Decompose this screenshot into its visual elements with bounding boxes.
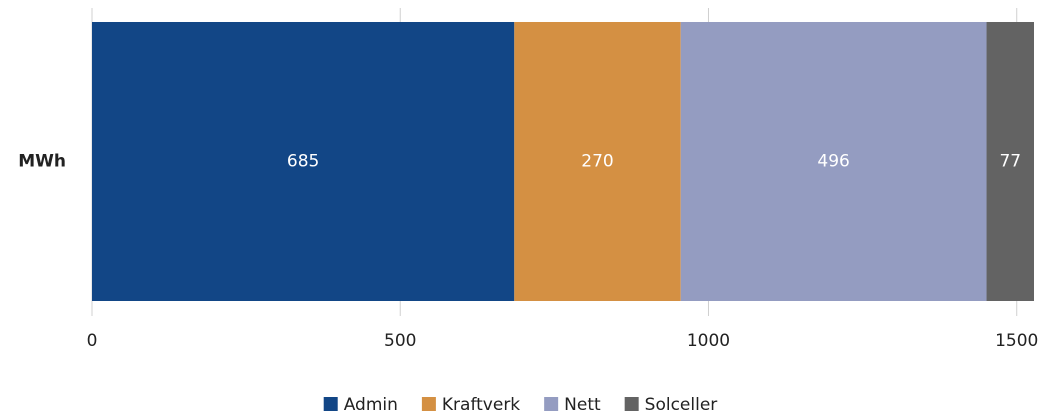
x-tick-label: 1000 [687,331,730,351]
bar-segment [514,22,681,301]
legend-swatch [624,397,639,411]
legend-label: Admin [344,395,398,415]
y-tick-label: MWh [18,152,66,172]
bar-segment [92,22,515,301]
legend-label: Nett [564,395,601,415]
bar-segment [680,22,987,301]
legend-swatch [544,397,559,411]
x-tick-label: 1500 [995,331,1038,351]
data-label: 496 [817,152,849,172]
legend-label: Solceller [645,395,718,415]
data-label: 685 [287,152,319,172]
data-label: 77 [999,152,1021,172]
legend-swatch [323,397,338,411]
x-tick-label: 0 [87,331,98,351]
legend-swatch [421,397,436,411]
x-tick-label: 500 [384,331,416,351]
legend-label: Kraftverk [442,395,520,415]
bar-segment [986,22,1034,301]
data-label: 270 [581,152,613,172]
